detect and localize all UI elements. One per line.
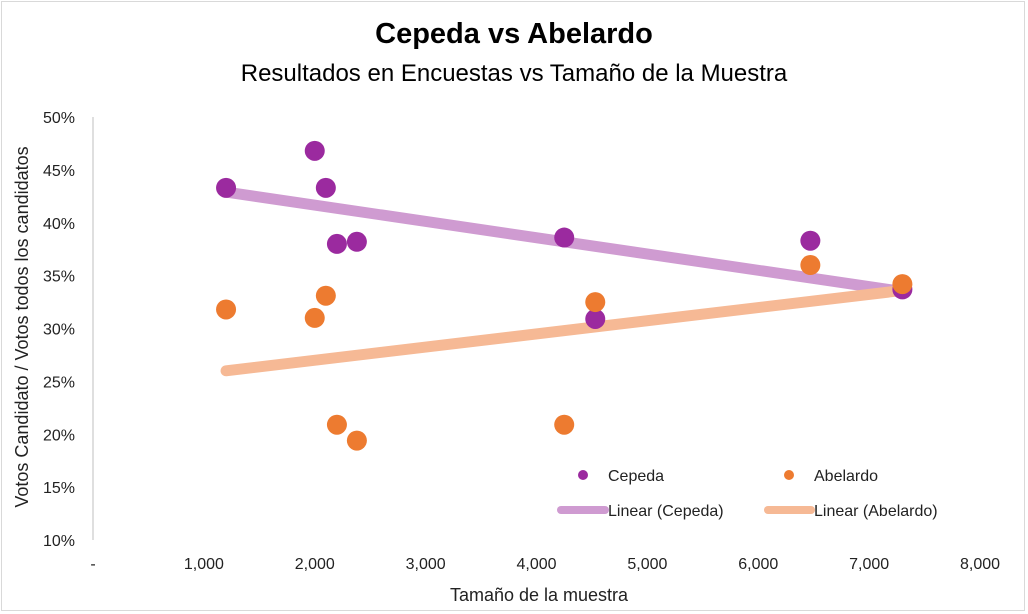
point-abelardo [585,292,606,313]
point-cepeda [315,177,336,198]
legend-label-linear-abelardo: Linear (Abelardo) [814,503,938,520]
point-cepeda [800,230,821,251]
point-abelardo [554,414,575,435]
point-abelardo [800,255,821,276]
trendlines [220,186,908,377]
point-cepeda [554,227,575,248]
point-abelardo [315,285,336,306]
point-abelardo [892,274,913,295]
x-tick-label: 1,000 [184,556,224,573]
point-abelardo [326,414,347,435]
x-tick-label: 5,000 [627,556,667,573]
point-cepeda [585,308,606,329]
point-cepeda [346,231,367,252]
legend-label-linear-cepeda: Linear (Cepeda) [608,503,724,520]
point-abelardo [304,307,325,328]
tick-labels: 10% 15% 20% 25% 30% 35% 40% 45% 50% - 1,000 2,000 3,… [43,110,1000,573]
point-cepeda [326,233,347,254]
legend: Cepeda Abelardo Linear (Cepeda) Linear (… [557,468,938,520]
x-tick-label: 2,000 [295,556,335,573]
y-tick-label: 30% [43,322,75,339]
y-tick-label: 40% [43,216,75,233]
point-cepeda [216,177,237,198]
x-tick-label: 4,000 [516,556,556,573]
legend-marker-cepeda [578,470,588,480]
x-tick-label: 7,000 [849,556,889,573]
y-tick-label: 45% [43,163,75,180]
x-tick-label: 8,000 [960,556,1000,573]
y-tick-label: 20% [43,427,75,444]
x-tick-label: 6,000 [738,556,778,573]
data-points [216,140,913,451]
y-tick-label: 35% [43,269,75,286]
y-tick-label: 10% [43,533,75,550]
point-cepeda [304,140,325,161]
point-abelardo [346,430,367,451]
point-abelardo [216,299,237,320]
legend-marker-abelardo [784,470,794,480]
y-tick-label: 25% [43,374,75,391]
y-tick-label: 15% [43,480,75,497]
legend-label-abelardo: Abelardo [814,468,878,485]
x-tick-label: - [90,556,95,573]
x-axis-label: Tamaño de la muestra [450,585,629,605]
x-tick-label: 3,000 [406,556,446,573]
legend-label-cepeda: Cepeda [608,468,664,485]
chart-subtitle: Resultados en Encuestas vs Tamaño de la … [240,60,788,87]
trendline-1 [220,284,908,377]
y-tick-label: 50% [43,110,75,127]
chart-title: Cepeda vs Abelardo [375,18,653,50]
y-axis-label: Votos Candidato / Votos todos los candid… [12,146,32,507]
